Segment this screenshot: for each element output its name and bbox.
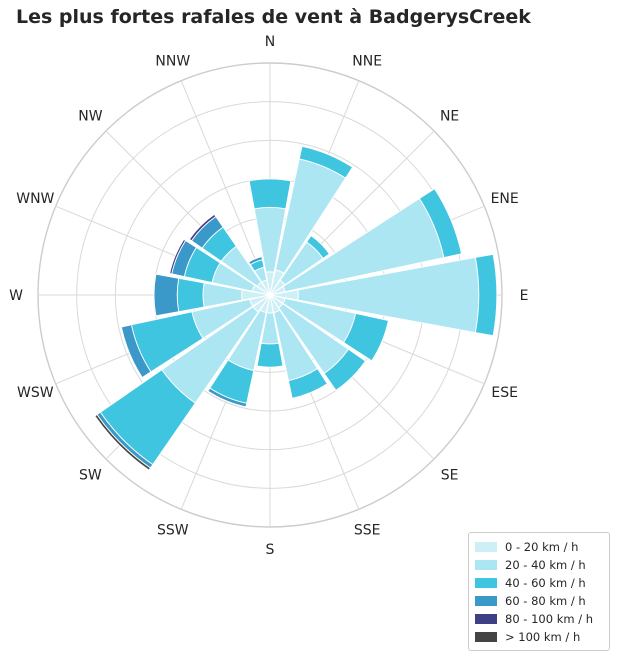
legend-label: 80 - 100 km / h bbox=[505, 612, 594, 626]
wind-bar-nw-bin-4 bbox=[188, 213, 217, 242]
direction-label-ene: ENE bbox=[491, 191, 519, 207]
direction-label-sw: SW bbox=[79, 468, 102, 484]
wind-bar-nne-bin-2 bbox=[298, 145, 354, 179]
wind-bar-se-bin-2 bbox=[323, 348, 367, 392]
legend-item: > 100 km / h bbox=[475, 628, 603, 646]
wind-bar-w-bin-2 bbox=[176, 277, 205, 313]
legend-swatch bbox=[475, 632, 497, 642]
legend-swatch bbox=[475, 560, 497, 570]
direction-label-se: SE bbox=[441, 468, 459, 484]
wind-bar-wnw-bin-4 bbox=[169, 238, 187, 275]
wind-bar-s-bin-2 bbox=[256, 342, 284, 368]
chart-title: Les plus fortes rafales de vent à Badger… bbox=[16, 6, 531, 28]
wind-bar-sse-bin-2 bbox=[287, 368, 328, 399]
legend-item: 60 - 80 km / h bbox=[475, 592, 603, 610]
wind-bar-ne-bin-2 bbox=[306, 234, 331, 259]
legend-item: 20 - 40 km / h bbox=[475, 556, 603, 574]
wind-bar-sw-bin-5 bbox=[94, 413, 152, 471]
legend: 0 - 20 km / h 20 - 40 km / h 40 - 60 km / … bbox=[468, 532, 610, 651]
wind-bar-ese-bin-2 bbox=[343, 312, 389, 362]
direction-label-wnw: WNW bbox=[16, 191, 54, 207]
direction-label-ssw: SSW bbox=[157, 523, 189, 539]
wind-bar-wsw-bin-3 bbox=[120, 324, 152, 379]
wind-bar-n-bin-2 bbox=[248, 178, 292, 210]
direction-label-nw: NW bbox=[78, 108, 102, 124]
direction-label-ese: ESE bbox=[491, 385, 518, 401]
direction-label-sse: SSE bbox=[354, 523, 381, 539]
direction-label-ne: NE bbox=[440, 108, 459, 124]
legend-swatch bbox=[475, 596, 497, 606]
direction-label-n: N bbox=[265, 34, 275, 50]
wind-bar-nnw-bin-3 bbox=[248, 256, 263, 266]
wind-bars bbox=[94, 145, 498, 471]
direction-label-e: E bbox=[520, 288, 529, 304]
direction-label-nne: NNE bbox=[352, 53, 382, 69]
legend-swatch bbox=[475, 614, 497, 624]
wind-bar-ene-bin-2 bbox=[418, 188, 463, 259]
wind-bar-ssw-bin-3 bbox=[207, 387, 248, 408]
legend-label: 0 - 20 km / h bbox=[505, 540, 579, 554]
direction-label-nnw: NNW bbox=[155, 53, 190, 69]
legend-item: 80 - 100 km / h bbox=[475, 610, 603, 628]
wind-bar-w-bin-3 bbox=[153, 273, 180, 317]
direction-label-s: S bbox=[266, 542, 275, 558]
legend-label: 40 - 60 km / h bbox=[505, 576, 586, 590]
direction-label-wsw: WSW bbox=[17, 385, 54, 401]
wind-bar-e-bin-2 bbox=[474, 253, 498, 337]
legend-label: 20 - 40 km / h bbox=[505, 558, 586, 572]
legend-label: 60 - 80 km / h bbox=[505, 594, 586, 608]
legend-item: 0 - 20 km / h bbox=[475, 538, 603, 556]
legend-swatch bbox=[475, 542, 497, 552]
legend-item: 40 - 60 km / h bbox=[475, 574, 603, 592]
direction-labels: N NNE NE ENE E ESE SE SSE S SSW SW WSW W WNW NW NNW bbox=[9, 34, 528, 558]
legend-label: > 100 km / h bbox=[505, 630, 581, 644]
direction-label-w: W bbox=[9, 288, 23, 304]
legend-swatch bbox=[475, 578, 497, 588]
